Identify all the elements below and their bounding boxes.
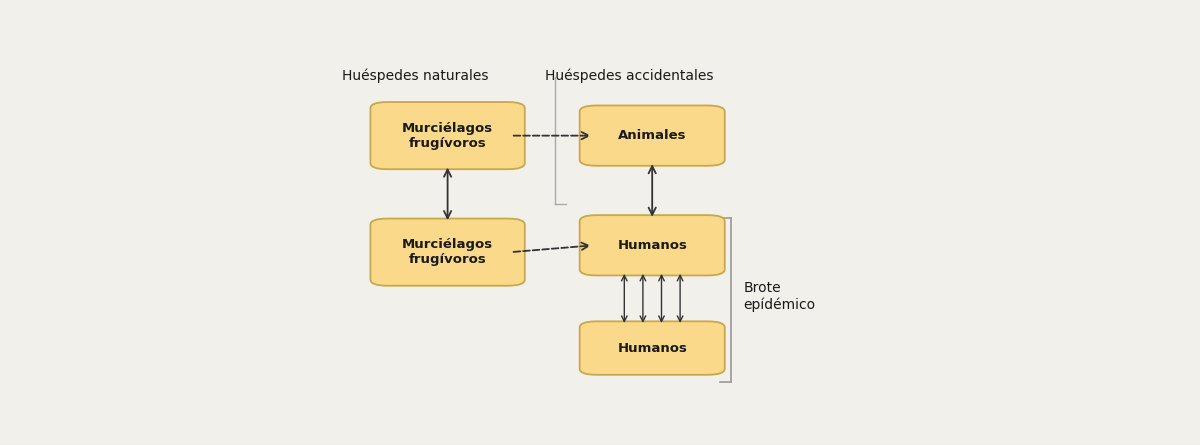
Text: Humanos: Humanos xyxy=(617,239,688,252)
Text: Huéspedes accidentales: Huéspedes accidentales xyxy=(545,69,713,83)
Text: Brote
epídémico: Brote epídémico xyxy=(743,281,816,312)
Text: Animales: Animales xyxy=(618,129,686,142)
Text: Humanos: Humanos xyxy=(617,342,688,355)
FancyBboxPatch shape xyxy=(580,321,725,375)
Text: Murciélagos
frugívoros: Murciélagos frugívoros xyxy=(402,238,493,266)
FancyBboxPatch shape xyxy=(580,215,725,275)
FancyBboxPatch shape xyxy=(371,218,524,286)
Text: Murciélagos
frugívoros: Murciélagos frugívoros xyxy=(402,121,493,150)
FancyBboxPatch shape xyxy=(371,102,524,169)
Text: Huéspedes naturales: Huéspedes naturales xyxy=(342,69,488,83)
FancyBboxPatch shape xyxy=(580,105,725,166)
